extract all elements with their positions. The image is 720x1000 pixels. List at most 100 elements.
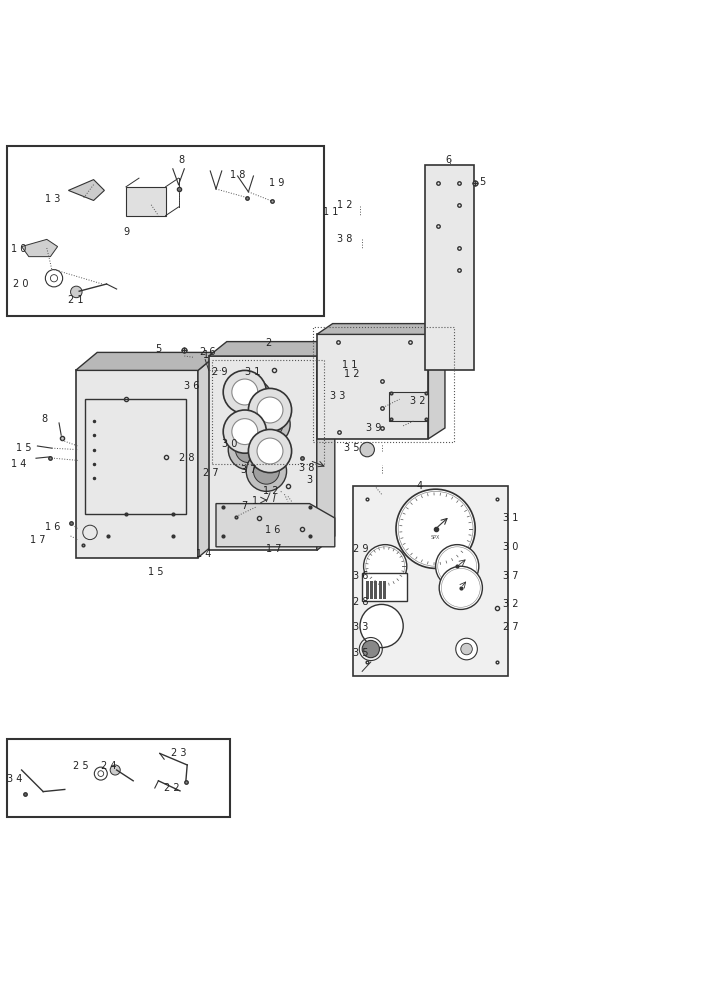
Circle shape [239, 386, 265, 412]
Circle shape [360, 442, 374, 457]
Circle shape [396, 489, 475, 568]
Text: 1: 1 [203, 350, 210, 360]
Circle shape [223, 410, 266, 453]
FancyBboxPatch shape [126, 187, 166, 216]
Text: 8: 8 [42, 414, 48, 424]
Text: 3 4: 3 4 [7, 774, 22, 784]
Circle shape [461, 643, 472, 655]
Text: 3 7: 3 7 [503, 571, 518, 581]
Text: 1 4: 1 4 [196, 549, 211, 559]
Circle shape [228, 429, 269, 470]
Text: 3 8: 3 8 [337, 234, 352, 244]
Text: 3 2: 3 2 [503, 599, 518, 609]
Text: 3 5: 3 5 [344, 443, 360, 453]
Circle shape [257, 411, 283, 437]
Polygon shape [317, 356, 335, 550]
Text: 1 5: 1 5 [148, 567, 163, 577]
Text: 1 0: 1 0 [11, 244, 26, 254]
Text: 1 1: 1 1 [323, 207, 338, 217]
Circle shape [232, 419, 258, 445]
Circle shape [257, 438, 283, 464]
Text: 2 4: 2 4 [101, 761, 117, 771]
Text: 3 2: 3 2 [410, 396, 426, 406]
Text: 1 6: 1 6 [265, 525, 280, 535]
Circle shape [436, 545, 479, 588]
FancyBboxPatch shape [353, 486, 508, 676]
Text: 3 3: 3 3 [353, 622, 368, 632]
Text: 3 0: 3 0 [503, 542, 518, 552]
Bar [374, 581, 377, 599]
Text: 3 5: 3 5 [353, 648, 369, 658]
Circle shape [232, 379, 272, 419]
Text: 2 8: 2 8 [179, 453, 194, 463]
Text: 1 5: 1 5 [16, 443, 32, 453]
Text: 3: 3 [306, 475, 312, 485]
Text: 3 8: 3 8 [299, 463, 314, 473]
Circle shape [248, 388, 292, 432]
Circle shape [360, 604, 403, 648]
Text: 2 9: 2 9 [212, 367, 228, 377]
Polygon shape [22, 239, 58, 257]
Text: 1 2: 1 2 [344, 369, 360, 379]
Circle shape [364, 545, 407, 588]
Text: 1 8: 1 8 [230, 170, 246, 180]
Circle shape [456, 638, 477, 660]
Text: 5: 5 [479, 177, 485, 187]
Polygon shape [209, 342, 335, 356]
Circle shape [248, 429, 292, 473]
Text: 3 0: 3 0 [222, 439, 237, 449]
FancyBboxPatch shape [362, 573, 407, 601]
Text: 2: 2 [265, 338, 271, 348]
Text: 2 7: 2 7 [503, 622, 518, 632]
Circle shape [232, 379, 258, 405]
Circle shape [362, 640, 379, 658]
Text: 2 9: 2 9 [353, 544, 369, 554]
FancyBboxPatch shape [425, 165, 474, 370]
Text: 3 6: 3 6 [353, 571, 368, 581]
Text: 2 7: 2 7 [203, 468, 219, 478]
FancyBboxPatch shape [76, 370, 198, 558]
FancyBboxPatch shape [389, 392, 428, 421]
Circle shape [246, 451, 287, 491]
FancyBboxPatch shape [317, 334, 428, 439]
Text: 2 2: 2 2 [164, 783, 180, 793]
Text: 2 1: 2 1 [68, 295, 84, 305]
Text: 7: 7 [241, 501, 248, 511]
Text: 1: 1 [252, 496, 258, 506]
Text: 5: 5 [155, 344, 161, 354]
Bar [379, 581, 382, 599]
Text: 3 7: 3 7 [241, 465, 257, 475]
FancyBboxPatch shape [209, 356, 317, 550]
Text: 1 2: 1 2 [263, 486, 279, 496]
Text: 1 7: 1 7 [266, 544, 282, 554]
Circle shape [223, 370, 266, 414]
Text: 2 3: 2 3 [171, 748, 187, 758]
Polygon shape [216, 504, 335, 547]
Polygon shape [428, 334, 445, 439]
Text: 1 2: 1 2 [337, 200, 353, 210]
Polygon shape [68, 180, 104, 200]
Text: 1 9: 1 9 [269, 178, 284, 188]
Text: 6: 6 [445, 155, 451, 165]
Text: 3 1: 3 1 [503, 513, 518, 523]
Text: 2 5: 2 5 [73, 761, 89, 771]
Polygon shape [198, 352, 220, 558]
Text: 2 8: 2 8 [353, 597, 369, 607]
Bar [370, 581, 373, 599]
Circle shape [250, 404, 290, 445]
Text: 1 3: 1 3 [45, 194, 60, 204]
Circle shape [439, 566, 482, 609]
Text: SPX: SPX [431, 535, 441, 540]
Text: 3 6: 3 6 [184, 381, 199, 391]
Polygon shape [317, 324, 445, 334]
Text: 9: 9 [124, 227, 130, 237]
Text: 1 1: 1 1 [342, 360, 357, 370]
Text: 2 6: 2 6 [200, 347, 216, 357]
Circle shape [235, 437, 261, 463]
Bar [366, 581, 369, 599]
Text: 3 9: 3 9 [366, 423, 381, 433]
Circle shape [257, 397, 283, 423]
Circle shape [71, 286, 82, 298]
Bar [383, 581, 386, 599]
Text: 8: 8 [179, 155, 185, 165]
